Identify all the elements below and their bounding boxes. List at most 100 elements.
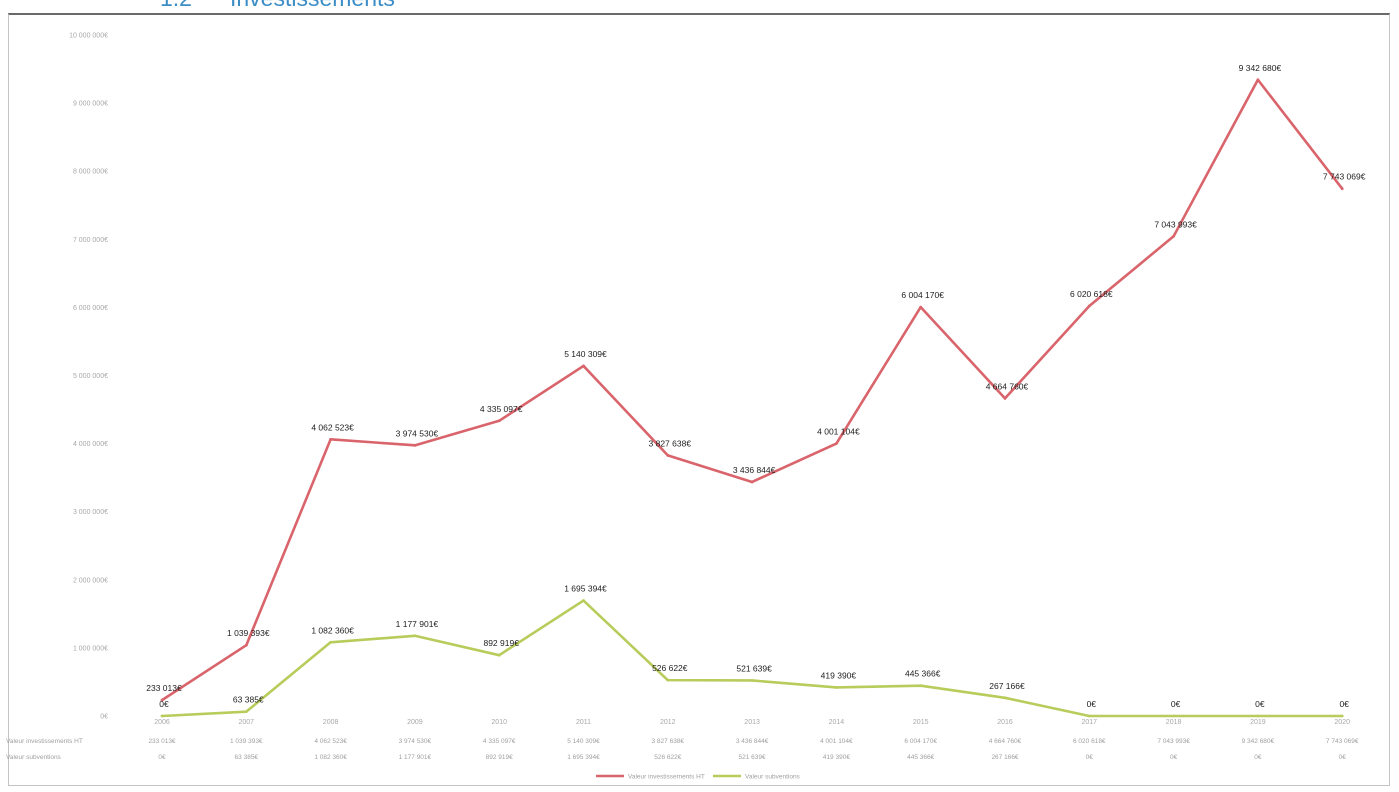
y-tick-label: 9 000 000€ (73, 101, 108, 108)
x-tick-label: 2010 (491, 719, 507, 726)
x-tick-label: 2016 (997, 719, 1013, 726)
x-tick-label: 2014 (829, 719, 845, 726)
investment-data-label: 233 013€ (146, 683, 182, 693)
x-tick-label: 2012 (660, 719, 676, 726)
investment-data-label: 4 062 523€ (311, 422, 354, 432)
investment-table-cell: 4 335 097€ (483, 738, 516, 745)
investment-data-label: 4 001 104€ (817, 427, 860, 437)
subsidy-data-label: 521 639€ (736, 663, 772, 673)
investment-data-label: 1 039 393€ (227, 628, 270, 638)
investment-data-label: 4 664 760€ (986, 381, 1029, 391)
subsidy-table-cell: 0€ (1170, 754, 1178, 761)
investment-data-label: 7 743 069€ (1323, 172, 1366, 182)
subsidy-series-point (919, 684, 923, 688)
subsidy-table-cell: 267 166€ (991, 754, 1018, 761)
subsidy-data-label: 526 622€ (652, 663, 688, 673)
investment-data-label: 3 436 844€ (733, 465, 776, 475)
investment-data-label: 7 043 993€ (1154, 219, 1197, 229)
investment-table-cell: 233 013€ (148, 738, 175, 745)
investment-data-label: 6 020 618€ (1070, 289, 1113, 299)
subsidy-table-cell: 0€ (1254, 754, 1262, 761)
subsidy-data-label: 445 366€ (905, 669, 941, 679)
subsidy-series-point (666, 678, 670, 682)
subsidy-table-cell: 0€ (158, 754, 166, 761)
investment-series-point (1256, 78, 1260, 82)
investment-series-point (244, 643, 248, 647)
subsidy-table-cell: 1 082 360€ (314, 754, 347, 761)
y-tick-label: 10 000 000€ (69, 33, 108, 40)
subsidy-table-cell: 445 366€ (907, 754, 934, 761)
subsidy-series-point (750, 679, 754, 682)
y-tick-label: 7 000 000€ (73, 237, 108, 244)
section-title-text: Investissements (230, 0, 395, 11)
subsidy-data-label: 1 177 901€ (396, 619, 439, 629)
subsidy-table-cell: 0€ (1086, 754, 1094, 761)
subsidy-series-point (497, 653, 501, 657)
investment-series-point (413, 443, 417, 447)
x-tick-label: 2017 (1082, 719, 1098, 726)
investment-table-row-header: Valeur investissements HT (6, 738, 83, 745)
investment-table-cell: 3 974 530€ (399, 738, 432, 745)
investment-table-cell: 9 342 680€ (1242, 738, 1275, 745)
section-title: 1.2Investissements (160, 0, 395, 10)
investment-series-point (582, 364, 585, 368)
investment-table-cell: 3 436 844€ (736, 738, 769, 745)
investment-data-label: 5 140 309€ (564, 349, 607, 359)
investment-table-cell: 3 827 638€ (652, 738, 685, 745)
x-tick-label: 2007 (239, 719, 255, 726)
x-tick-label: 2015 (913, 719, 929, 726)
investment-series-point (1087, 304, 1091, 308)
investment-series-point (835, 442, 838, 445)
chart-frame (8, 13, 1390, 786)
investment-data-label: 9 342 680€ (1239, 63, 1282, 73)
investment-series-point (1172, 234, 1175, 238)
x-tick-label: 2008 (323, 719, 339, 726)
subsidy-series-point (1256, 714, 1260, 718)
y-axis: 0€ 1 000 000€ 2 000 000€ 3 000 000€ 4 000 00… (69, 33, 108, 721)
x-tick-label: 2013 (744, 719, 760, 726)
investment-table-cell: 5 140 309€ (567, 738, 600, 745)
subsidy-series-point (160, 714, 164, 718)
x-tick-label: 2018 (1166, 719, 1182, 726)
subsidy-table-cell: 63 385€ (235, 754, 259, 761)
y-tick-label: 3 000 000€ (73, 509, 108, 516)
investment-table-cell: 4 001 104€ (820, 738, 853, 745)
subsidy-legend-label: Valeur subventions (745, 774, 801, 781)
subsidy-data-label: 892 919€ (483, 638, 519, 648)
subsidy-data-label: 0€ (1339, 699, 1349, 709)
x-axis: 2006 2007 2008 2009 2010 2011 2012 2013 2014 2015… (154, 719, 1350, 726)
subsidy-data-label: 0€ (159, 699, 169, 709)
investment-data-label: 3 974 530€ (396, 428, 439, 438)
subsidy-data-label: 63 385€ (233, 695, 264, 705)
investment-table-cell: 4 062 523€ (314, 738, 347, 745)
subsidy-series-point (582, 599, 585, 602)
subsidy-series-point (1340, 714, 1344, 718)
investment-series-line (161, 78, 1344, 702)
investment-table-cell: 6 020 618€ (1073, 738, 1106, 745)
subsidy-series-point (329, 640, 332, 644)
x-tick-label: 2020 (1334, 719, 1350, 726)
y-tick-label: 6 000 000€ (73, 305, 108, 312)
x-tick-label: 2019 (1250, 719, 1266, 726)
subsidy-data-label: 0€ (1255, 699, 1265, 709)
y-tick-label: 4 000 000€ (73, 441, 108, 448)
x-tick-label: 2009 (407, 719, 423, 726)
investment-series-point (329, 437, 332, 441)
subsidy-table-cell: 892 919€ (486, 754, 513, 761)
subsidy-table-cell: 521 639€ (739, 754, 766, 761)
investment-data-label: 3 827 638€ (649, 438, 692, 448)
y-tick-label: 0€ (100, 714, 108, 721)
x-tick-label: 2006 (154, 719, 170, 726)
subsidy-series-point (1172, 714, 1175, 718)
subsidy-data-label: 267 166€ (989, 681, 1025, 691)
investment-data-label: 4 335 097€ (480, 404, 523, 414)
investment-table-cell: 1 039 393€ (230, 738, 263, 745)
subsidy-series-point (244, 710, 248, 714)
legend: Valeur investissements HT Valeur subventi… (596, 774, 801, 781)
investment-table-cell: 4 664 760€ (989, 738, 1022, 745)
investment-series-point (666, 453, 670, 457)
subsidy-series-point (1087, 714, 1091, 718)
investment-table-cell: 7 743 069€ (1326, 738, 1359, 745)
y-tick-label: 5 000 000€ (73, 373, 108, 380)
